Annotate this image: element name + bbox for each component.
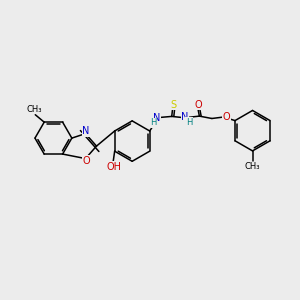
Text: O: O bbox=[223, 112, 230, 122]
Text: CH₃: CH₃ bbox=[27, 105, 42, 114]
Text: N: N bbox=[181, 112, 188, 122]
Text: OH: OH bbox=[106, 162, 121, 172]
Text: H: H bbox=[186, 118, 192, 127]
Text: O: O bbox=[194, 100, 202, 110]
Text: N: N bbox=[153, 113, 161, 123]
Text: S: S bbox=[170, 100, 176, 110]
Text: CH₃: CH₃ bbox=[245, 162, 260, 171]
Text: N: N bbox=[82, 126, 90, 136]
Text: O: O bbox=[82, 156, 90, 166]
Text: H: H bbox=[150, 118, 157, 127]
